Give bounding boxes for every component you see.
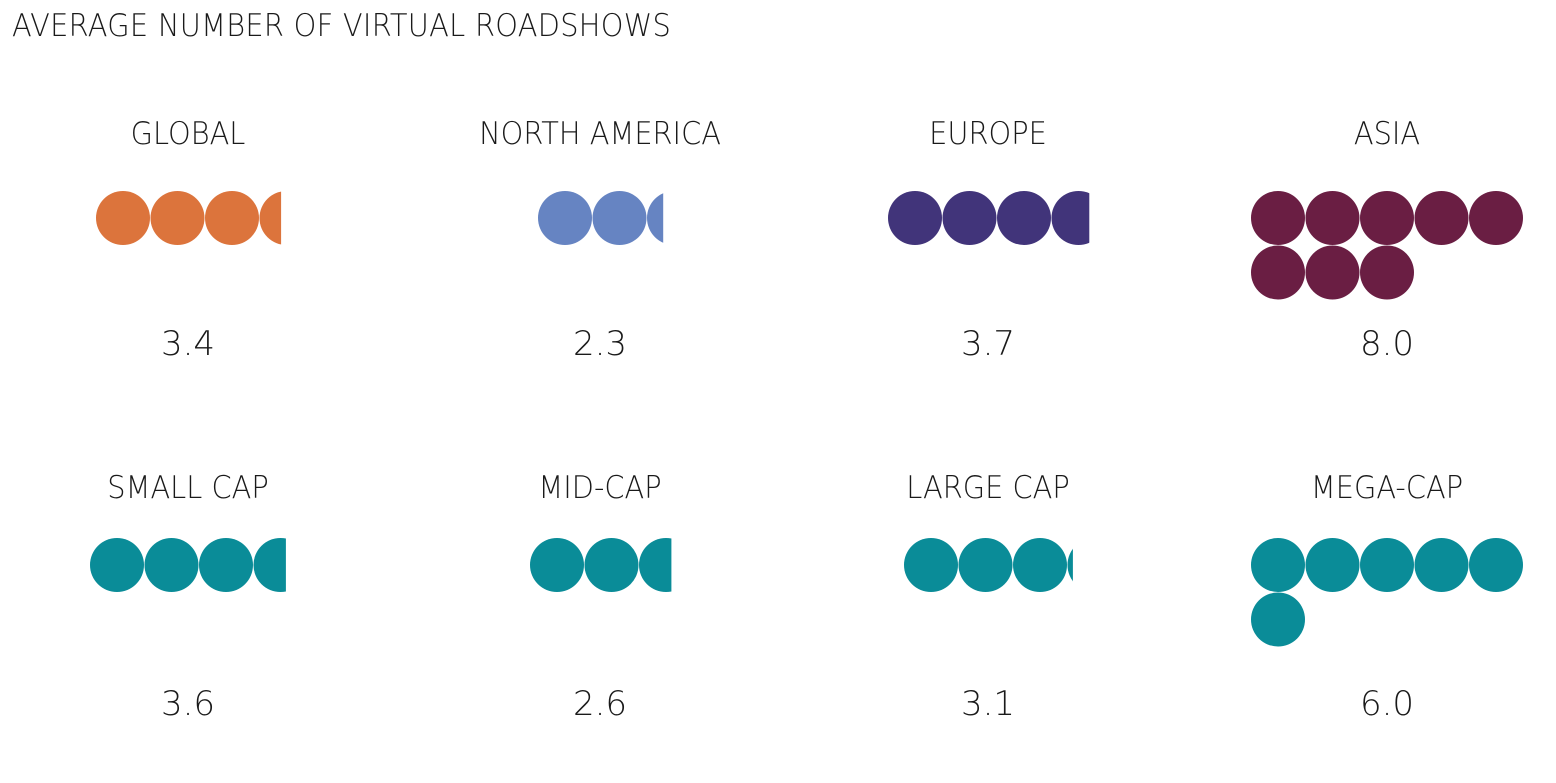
panel-label: GLOBAL	[130, 116, 246, 152]
dot-mark	[144, 538, 199, 592]
panel-label: SMALL CAP	[107, 470, 269, 506]
panel-value: 2.6	[572, 684, 628, 724]
dot-mark	[529, 538, 584, 592]
dot-mark	[537, 191, 592, 245]
panel-label: ASIA	[1353, 116, 1421, 152]
dot-mark	[942, 191, 997, 245]
dot-mark	[1414, 538, 1469, 592]
partial-dot-mark	[1051, 191, 1089, 245]
chart-title: AVERAGE NUMBER OF VIRTUAL ROADSHOWS	[12, 8, 672, 44]
panel-label: NORTH AMERICA	[479, 116, 721, 152]
dot-mark	[958, 538, 1013, 592]
dot-mark	[1360, 538, 1414, 592]
dot-mark	[1414, 191, 1469, 245]
partial-dot-mark	[638, 538, 671, 592]
dot-mark	[1469, 538, 1523, 592]
dot-row	[95, 191, 281, 245]
dot-mark	[996, 191, 1051, 245]
dot-row	[887, 191, 1089, 245]
partial-dot-mark	[646, 193, 663, 243]
dot-mark	[887, 191, 942, 245]
dot-mark	[1360, 191, 1414, 245]
panel-label: EUROPE	[929, 116, 1047, 152]
dot-row	[903, 538, 1073, 592]
panel-value: 3.4	[160, 324, 216, 364]
dot-mark	[1305, 191, 1360, 245]
dot-mark	[1251, 191, 1305, 245]
dot-mark	[903, 538, 958, 592]
dot-mark	[199, 538, 254, 592]
dot-mark	[1251, 245, 1305, 300]
panel-value: 3.6	[160, 684, 216, 724]
panel-value: 8.0	[1359, 324, 1415, 364]
dot-mark	[204, 191, 259, 245]
dot-mark	[90, 538, 145, 592]
dot-mark	[1251, 538, 1305, 592]
dot-mark	[1360, 245, 1414, 300]
panel-label: MID-CAP	[538, 470, 662, 506]
dot-row	[1251, 191, 1523, 300]
dot-mark	[1012, 538, 1067, 592]
dot-row	[537, 191, 663, 245]
dot-mark	[1305, 538, 1360, 592]
panel-label: MEGA-CAP	[1310, 470, 1464, 506]
dot-mark	[95, 191, 150, 245]
partial-dot-mark	[259, 191, 281, 245]
dot-mark	[1305, 245, 1360, 300]
partial-dot-mark	[253, 538, 287, 592]
dot-mark	[150, 191, 205, 245]
dot-row	[529, 538, 671, 592]
dot-mark	[1251, 592, 1305, 647]
panel-value: 6.0	[1359, 684, 1415, 724]
panel-label: LARGE CAP	[906, 470, 1070, 506]
dot-row	[1251, 538, 1523, 647]
dot-mark	[1469, 191, 1523, 245]
panel-value: 3.1	[960, 684, 1016, 724]
panel-value: 3.7	[960, 324, 1016, 364]
partial-dot-mark	[1067, 548, 1073, 582]
dot-mark	[592, 191, 647, 245]
dot-row	[90, 538, 287, 592]
dot-mark	[584, 538, 639, 592]
panel-value: 2.3	[572, 324, 628, 364]
